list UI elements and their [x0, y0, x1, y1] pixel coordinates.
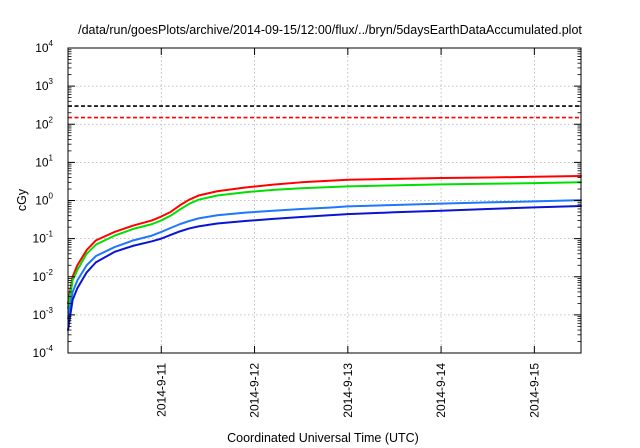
y-tick-exponent: 2 — [49, 115, 54, 124]
y-tick-base: 10 — [35, 155, 49, 169]
y-tick-base: 10 — [33, 346, 47, 360]
y-tick-base: 10 — [35, 117, 49, 131]
y-tick-base: 10 — [33, 270, 47, 284]
y-tick-exponent: 3 — [49, 77, 54, 86]
x-tick-label: 2014-9-13 — [341, 363, 355, 418]
y-tick-exponent: -2 — [46, 268, 54, 277]
y-axis-label: cGy — [15, 188, 29, 211]
series-line — [67, 174, 582, 305]
x-tick-label: 2014-9-15 — [527, 363, 541, 418]
y-tick-label: 10-2 — [33, 268, 54, 284]
y-tick-label: 104 — [35, 39, 53, 55]
y-tick-label: 100 — [35, 192, 53, 208]
series-line — [67, 181, 582, 310]
y-tick-base: 10 — [33, 232, 47, 246]
y-tick-label: 103 — [35, 77, 53, 93]
x-axis-label: Coordinated Universal Time (UTC) — [227, 431, 419, 445]
y-tick-base: 10 — [33, 308, 47, 322]
y-tick-label: 102 — [35, 115, 53, 131]
y-tick-exponent: -1 — [46, 230, 54, 239]
chart-title: /data/run/goesPlots/archive/2014-09-15/1… — [78, 23, 582, 37]
x-tick-label: 2014-9-11 — [154, 363, 168, 417]
series-layer — [67, 105, 582, 332]
y-tick-base: 10 — [35, 194, 49, 208]
x-tick-label: 2014-9-12 — [248, 363, 262, 418]
series-line — [67, 199, 582, 320]
y-tick-exponent: -4 — [46, 344, 54, 353]
y-tick-exponent: 1 — [49, 153, 54, 162]
axis-ticks — [68, 47, 581, 354]
x-tick-labels: 2014-9-11 2014-9-12 2014-9-13 2014-9-14 2014… — [154, 363, 541, 418]
x-tick-label: 2014-9-14 — [434, 363, 448, 418]
y-tick-base: 10 — [35, 41, 49, 55]
y-tick-exponent: 0 — [49, 192, 54, 201]
y-tick-label: 10-4 — [33, 344, 54, 360]
y-tick-label: 101 — [35, 153, 53, 169]
y-tick-base: 10 — [35, 79, 49, 93]
y-tick-label: 10-1 — [33, 230, 54, 246]
grid — [68, 48, 581, 353]
series-line — [67, 204, 582, 332]
y-tick-label: 10-3 — [33, 306, 54, 322]
y-tick-exponent: 4 — [49, 39, 54, 48]
y-tick-exponent: -3 — [46, 306, 54, 315]
